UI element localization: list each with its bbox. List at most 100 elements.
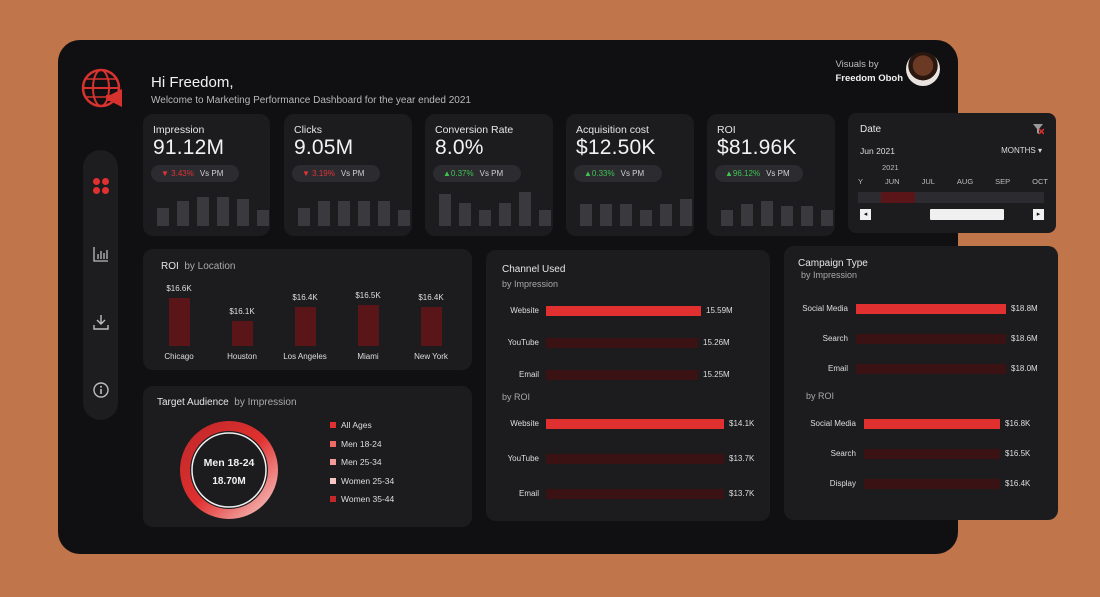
campaign-impression-label: by Impression bbox=[801, 270, 858, 280]
trend-bar bbox=[217, 197, 229, 226]
bar-track bbox=[856, 334, 1006, 344]
kpi-trend-bars bbox=[580, 190, 692, 226]
roi-bar-houston bbox=[232, 321, 253, 346]
download-icon[interactable] bbox=[83, 312, 118, 332]
trend-bar bbox=[479, 210, 491, 226]
kpi-value: 91.12M bbox=[153, 136, 225, 159]
legend-label: Women 25-34 bbox=[341, 475, 395, 486]
kpi-change-badge: ▲0.37% Vs PM bbox=[433, 165, 521, 182]
trend-bar bbox=[459, 203, 471, 226]
trend-bar bbox=[237, 199, 249, 226]
bar-label: Email bbox=[827, 364, 848, 373]
bar-label: YouTube bbox=[507, 454, 539, 463]
trend-bar bbox=[157, 208, 169, 226]
target-audience-title-sub: by Impression bbox=[234, 397, 297, 408]
legend-swatch bbox=[330, 440, 336, 447]
campaign-type-card: Campaign Type by Impression by ROI Socia… bbox=[784, 246, 1058, 520]
bar-value: $16.8K bbox=[1005, 419, 1031, 428]
scroll-left-icon[interactable]: ◂ bbox=[860, 209, 871, 220]
bar-label: Website bbox=[510, 306, 539, 315]
legend-swatch bbox=[330, 459, 336, 465]
trend-bar bbox=[398, 210, 410, 226]
trend-bar bbox=[741, 204, 753, 226]
kpi-change-badge: ▲0.33% Vs PM bbox=[574, 165, 662, 182]
trend-bar bbox=[499, 203, 511, 226]
roi-bar-value: $16.1K bbox=[229, 307, 255, 316]
campaign-roi-label: by ROI bbox=[806, 391, 835, 401]
year-label: 2021 bbox=[882, 163, 899, 172]
roi-bar-label: New York bbox=[414, 352, 448, 361]
trend-bar bbox=[781, 206, 793, 226]
trend-down-icon: ▼ 3.43% bbox=[161, 169, 194, 178]
dashboard-icon[interactable] bbox=[83, 176, 118, 196]
bar-value: $16.4K bbox=[1005, 479, 1031, 488]
change-value: 0.33% bbox=[591, 169, 615, 178]
trend-bar bbox=[298, 208, 310, 226]
bar-value: 15.59M bbox=[706, 306, 733, 315]
scrollbar-thumb[interactable] bbox=[930, 209, 1004, 220]
change-arrow: ▲ bbox=[725, 169, 733, 178]
trend-bar bbox=[680, 199, 692, 226]
roi-by-location-card: ROI by Location $16.6K Chicago $16.1K Houst… bbox=[143, 249, 472, 370]
target-audience-card: Target Audience by Impression Men 18-24 … bbox=[143, 386, 472, 527]
trend-up-icon: ▲96.12% bbox=[725, 169, 760, 178]
date-filter-title: Date bbox=[860, 124, 882, 135]
bar-value: $18.6M bbox=[1011, 334, 1038, 343]
trend-bar bbox=[620, 204, 632, 226]
channel-impression-label: by Impression bbox=[502, 279, 559, 289]
trend-bar bbox=[761, 201, 773, 226]
bar-label: Search bbox=[830, 449, 856, 458]
bar-chart-icon[interactable] bbox=[83, 244, 118, 264]
channel-used-title: Channel Used bbox=[502, 264, 566, 275]
kpi-trend-bars bbox=[721, 190, 833, 226]
donut-center-label: Men 18-24 bbox=[203, 457, 255, 469]
trend-bar bbox=[660, 204, 672, 226]
date-filter[interactable]: Date Jun 2021 MONTHS ▾ 2021 Y JUN JUL AUG SE… bbox=[848, 113, 1056, 233]
period-label: MONTHS bbox=[1001, 146, 1036, 155]
roi-bar-chicago bbox=[169, 298, 190, 346]
vs-pm-label: Vs PM bbox=[479, 169, 504, 178]
timeline-selection[interactable] bbox=[881, 192, 915, 203]
trend-bar bbox=[177, 201, 189, 226]
kpi-title: Acquisition cost bbox=[576, 124, 649, 136]
change-value: 0.37% bbox=[450, 169, 474, 178]
period-dropdown[interactable]: MONTHS ▾ bbox=[1001, 146, 1042, 155]
audience-donut-chart bbox=[180, 421, 278, 519]
bar-track bbox=[864, 449, 1000, 459]
donut-center-value: 18.70M bbox=[212, 476, 246, 487]
bar-fill bbox=[546, 419, 724, 429]
kpi-change-badge: ▼ 3.43% Vs PM bbox=[151, 165, 239, 182]
vs-pm-label: Vs PM bbox=[620, 169, 645, 178]
trend-bar bbox=[821, 210, 833, 226]
legend-label: Men 18-24 bbox=[341, 438, 382, 449]
trend-bar bbox=[539, 210, 551, 226]
bar-label: Social Media bbox=[810, 419, 856, 428]
welcome-subtitle: Welcome to Marketing Performance Dashboa… bbox=[151, 95, 471, 106]
trend-up-icon: ▲0.37% bbox=[443, 169, 474, 178]
legend-swatch bbox=[330, 477, 336, 484]
clear-filter-icon[interactable] bbox=[1032, 123, 1044, 135]
trend-bar bbox=[197, 197, 209, 226]
month-label: Y bbox=[858, 177, 864, 186]
bar-label: Display bbox=[829, 479, 856, 488]
vs-pm-label: Vs PM bbox=[340, 169, 365, 178]
vs-pm-label: Vs PM bbox=[766, 169, 790, 178]
legend-swatch bbox=[330, 422, 336, 428]
change-value: 3.19% bbox=[312, 169, 335, 178]
change-value: 3.43% bbox=[171, 169, 194, 178]
roi-bar-label: Chicago bbox=[164, 352, 194, 361]
trend-bar bbox=[519, 192, 531, 226]
bar-label: Search bbox=[822, 334, 848, 343]
donut-ring bbox=[180, 421, 278, 519]
channel-roi-label: by ROI bbox=[502, 392, 531, 402]
trend-bar bbox=[358, 201, 370, 226]
kpi-value: 8.0% bbox=[435, 136, 484, 159]
bar-value: 15.25M bbox=[703, 370, 730, 379]
bar-track bbox=[546, 489, 724, 499]
kpi-value: $12.50K bbox=[576, 136, 656, 159]
kpi-title: Conversion Rate bbox=[435, 124, 514, 136]
info-icon[interactable] bbox=[83, 380, 118, 400]
scroll-right-icon[interactable]: ▸ bbox=[1033, 209, 1044, 220]
bar-value: $18.0M bbox=[1011, 364, 1038, 373]
timeline-track[interactable] bbox=[858, 192, 1044, 203]
